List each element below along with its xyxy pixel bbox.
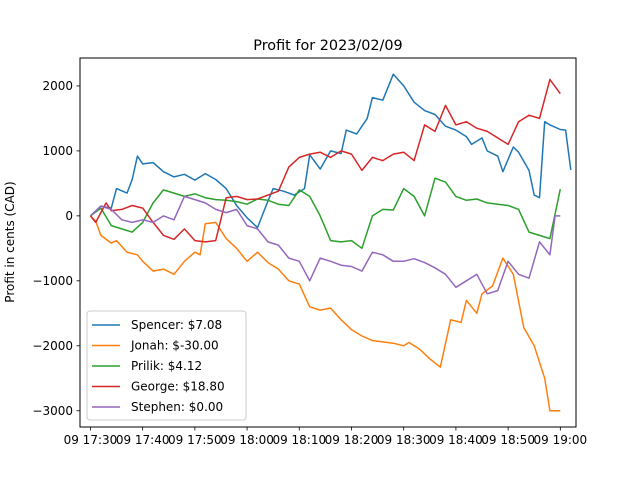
x-tick-label: 09 17:30 bbox=[64, 433, 118, 447]
x-tick-label: 09 18:40 bbox=[429, 433, 483, 447]
series-line-2 bbox=[89, 177, 562, 250]
y-tick-label: −2000 bbox=[32, 339, 73, 353]
plot-frame bbox=[79, 57, 577, 428]
legend: Spencer: $7.08 Jonah: $-30.00 Prilik: $4.1… bbox=[86, 310, 247, 421]
series-layer bbox=[89, 73, 572, 412]
y-tick-label: −3000 bbox=[32, 404, 73, 418]
legend-label-1: Jonah: $-30.00 bbox=[130, 339, 219, 353]
x-tick-label: 09 18:20 bbox=[325, 433, 379, 447]
x-tick-label: 09 17:50 bbox=[168, 433, 222, 447]
x-tick-label: 09 18:30 bbox=[377, 433, 431, 447]
y-tick-label: −1000 bbox=[32, 274, 73, 288]
legend-box bbox=[86, 310, 247, 421]
y-axis-label: Profit in cents (CAD) bbox=[3, 181, 17, 302]
chart-title: Profit for 2023/02/09 bbox=[253, 38, 402, 54]
legend-label-3: George: $18.80 bbox=[131, 380, 225, 394]
x-tick-label: 09 18:50 bbox=[481, 433, 535, 447]
legend-label-4: Stephen: $0.00 bbox=[131, 400, 223, 414]
y-tick-label: 1000 bbox=[42, 144, 73, 158]
x-tick-label: 09 17:40 bbox=[116, 433, 170, 447]
y-axis-ticks: −3000 −2000 −1000 0 1000 2000 bbox=[32, 79, 80, 418]
series-line-4 bbox=[89, 195, 561, 295]
x-tick-label: 09 18:00 bbox=[220, 433, 274, 447]
legend-label-2: Prilik: $4.12 bbox=[131, 359, 202, 373]
series-line-0 bbox=[89, 73, 572, 229]
y-tick-label: 2000 bbox=[42, 79, 73, 93]
legend-label-0: Spencer: $7.08 bbox=[131, 318, 222, 332]
x-tick-label: 09 19:00 bbox=[534, 433, 588, 447]
legend-items: Spencer: $7.08 Jonah: $-30.00 Prilik: $4.1… bbox=[92, 318, 225, 414]
x-tick-label: 09 18:10 bbox=[272, 433, 326, 447]
y-tick-label: 0 bbox=[65, 209, 73, 223]
series-line-1 bbox=[89, 215, 561, 412]
series-line-3 bbox=[89, 78, 561, 243]
